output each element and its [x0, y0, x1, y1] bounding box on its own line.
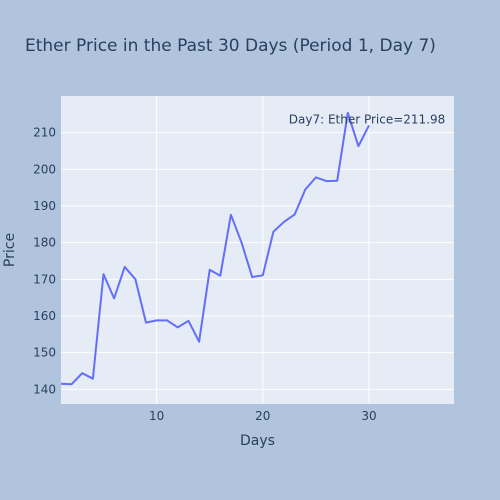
y-tick-label: 180: [33, 236, 56, 250]
plot-area: [61, 96, 454, 404]
y-tick-label: 210: [33, 126, 56, 140]
y-tick-label: 150: [33, 346, 56, 360]
y-tick-label: 160: [33, 309, 56, 323]
x-axis-label: Days: [240, 433, 275, 449]
x-tick-label: 20: [255, 409, 270, 423]
price-line: [60, 111, 370, 386]
y-tick-label: 200: [33, 162, 56, 176]
x-tick-label: 30: [361, 409, 376, 423]
x-tick-label: 10: [149, 409, 164, 423]
data-points: [60, 112, 370, 385]
tick-labels: 140 150 160 170 180 190 200 210 10 20 30: [33, 126, 377, 423]
y-tick-label: 140: [33, 382, 56, 396]
y-axis-label: Price: [2, 233, 18, 267]
y-tick-label: 170: [33, 272, 56, 286]
chart-title: Ether Price in the Past 30 Days (Period …: [25, 36, 436, 56]
price-annotation: Day7: Ether Price=211.98: [289, 112, 446, 126]
y-tick-label: 190: [33, 199, 56, 213]
grid-lines: [61, 96, 454, 404]
